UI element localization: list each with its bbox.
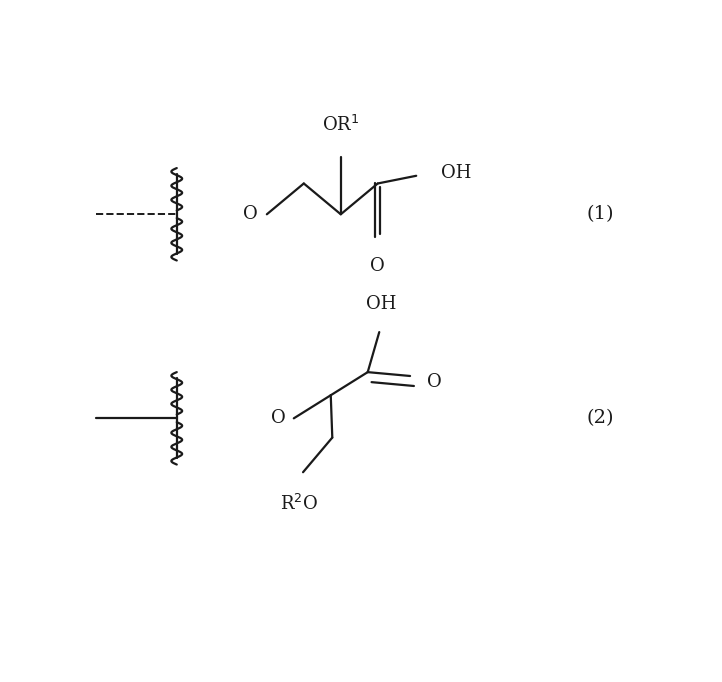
Text: O: O bbox=[271, 409, 286, 428]
Text: O: O bbox=[370, 256, 385, 275]
Text: O: O bbox=[427, 373, 442, 391]
Text: OR$^1$: OR$^1$ bbox=[322, 115, 360, 135]
Text: R$^2$O: R$^2$O bbox=[280, 494, 318, 514]
Text: (2): (2) bbox=[586, 409, 614, 428]
Text: OH: OH bbox=[441, 164, 471, 181]
Text: (1): (1) bbox=[586, 205, 614, 223]
Text: O: O bbox=[243, 205, 257, 223]
Text: OH: OH bbox=[365, 295, 396, 313]
